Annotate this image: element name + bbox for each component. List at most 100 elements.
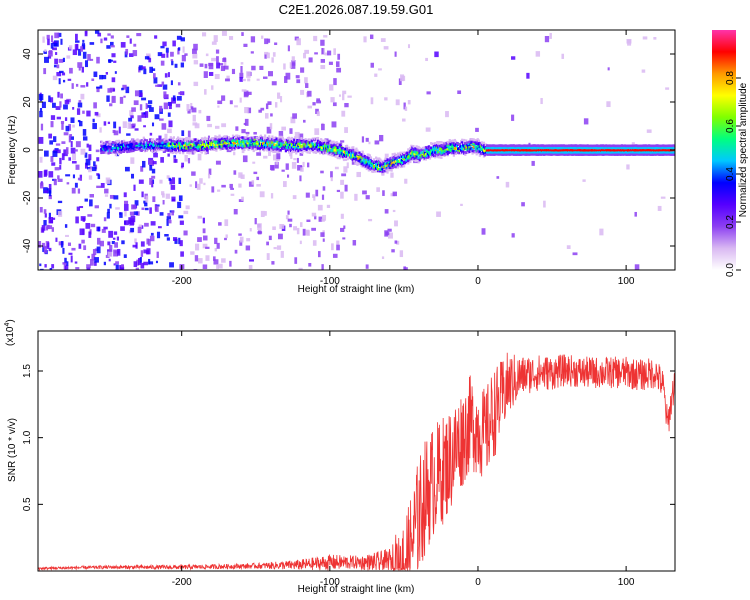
spectrogram-ridge-cell — [189, 149, 192, 152]
spectrogram-ridge-cell — [361, 161, 364, 165]
spectrogram-cell — [62, 262, 67, 265]
spectrogram-cell — [187, 158, 191, 164]
spectrogram-cell — [238, 199, 244, 202]
spectrogram-cell — [96, 87, 100, 93]
spectrogram-cell — [342, 93, 345, 101]
spectrogram-cell — [149, 177, 153, 185]
spectrogram-ridge-cell — [316, 142, 320, 145]
spectrogram-ridge-cell — [477, 147, 480, 151]
spectrogram-cell — [445, 111, 449, 118]
spectrogram-ridge-cell — [255, 136, 258, 139]
spectrogram-cell — [544, 35, 550, 43]
spectrogram-cell — [287, 45, 290, 52]
spectrogram-ridge-cell — [213, 139, 216, 143]
spectrogram-ridge-cell — [324, 139, 327, 142]
spectrogram-cell — [316, 100, 322, 104]
spectrogram-cell — [218, 63, 224, 66]
spectrogram-cell — [382, 190, 385, 196]
spectrogram-cell — [184, 53, 188, 56]
spectrogram-cell — [221, 30, 227, 36]
spectrogram-cell — [52, 102, 56, 108]
spectrogram-ridge-cell — [125, 148, 128, 152]
spectrogram-cell — [111, 77, 116, 83]
spectrogram-cell — [180, 62, 185, 68]
spectrogram-cell — [426, 91, 431, 95]
spectrogram-cell — [62, 247, 65, 254]
spectrogram-cell — [82, 39, 85, 43]
spectrogram-ridge-cell — [296, 138, 299, 142]
spectrogram-cell — [52, 217, 56, 220]
spectrogram-ridge-cell — [159, 139, 162, 143]
spectrogram-cell — [149, 160, 155, 166]
spectrogram-ridge-cell — [425, 148, 429, 152]
spectrogram-cell — [108, 59, 112, 64]
spectrogram-cell — [216, 242, 220, 249]
spectrogram-cell — [336, 244, 340, 251]
spectrogram-ridge-cell — [301, 141, 304, 144]
spectrogram-cell — [287, 210, 290, 215]
spectrogram-cell — [186, 104, 190, 111]
spectrogram-cell — [138, 65, 143, 71]
spectrogram-ridge-cell — [216, 143, 219, 147]
spectrogram-cell — [193, 81, 199, 87]
spectrogram-cell — [223, 65, 229, 70]
spectrogram-cell — [192, 114, 196, 122]
spectrogram-cell — [363, 36, 367, 43]
spectrogram-cell — [149, 66, 153, 73]
spectrogram-cell — [68, 45, 73, 50]
spectrogram-cell — [192, 122, 198, 126]
spectrogram-ridge-cell — [391, 166, 394, 169]
spectrogram-cell — [76, 108, 81, 115]
spectrogram-cell — [82, 217, 86, 222]
spectrogram-cell — [141, 97, 147, 101]
spectrogram-cell — [43, 220, 47, 226]
spectrogram-cell — [50, 121, 54, 128]
spectrogram-cell — [88, 154, 92, 161]
spectrogram-cell — [71, 247, 76, 251]
spectrogram-ridge-cell — [142, 136, 145, 140]
spectrogram-cell — [88, 231, 92, 238]
spectrogram-cell — [53, 42, 58, 47]
spectrogram-cell — [143, 68, 147, 75]
spectrogram-cell — [271, 57, 274, 63]
spectrogram-cell — [383, 46, 389, 50]
spectrogram-cell — [241, 149, 245, 154]
spectrogram-cell — [44, 190, 49, 193]
spectrogram-cell — [606, 101, 611, 108]
spectrogram-cell — [74, 182, 78, 188]
spectrogram-cell — [243, 43, 248, 47]
spectrogram-cell — [272, 52, 276, 57]
spectrogram-cell — [181, 162, 184, 168]
spectrogram-cell — [119, 266, 125, 270]
spectrogram-cell — [107, 208, 110, 214]
spectrogram-cell — [137, 115, 142, 122]
spectrogram-ridge-cell — [327, 142, 330, 146]
spectrogram-ridge-cell — [350, 152, 353, 155]
spectrogram-cell — [320, 232, 325, 237]
spectrogram-cell — [214, 73, 220, 80]
spectrogram-ridge-cell — [300, 148, 303, 152]
spectrogram-cell — [86, 267, 91, 270]
spectrogram-cell — [166, 52, 169, 58]
spectrogram-cell — [51, 227, 55, 232]
spectrogram-cell — [133, 184, 136, 191]
spectrogram-ridge-cell — [463, 138, 466, 142]
spectrogram-cell — [113, 60, 117, 63]
spectrogram-ridge-cell — [162, 143, 165, 146]
spectrogram-cell — [155, 205, 159, 212]
spectrogram-cell — [63, 149, 68, 157]
spectrogram-ridge-cell — [325, 151, 328, 155]
spectrogram-ridge-cell — [131, 143, 134, 146]
spectrogram-ridge-cell — [455, 144, 459, 148]
spectrogram-cell — [381, 256, 385, 260]
spectrogram-ridge-cell — [356, 149, 359, 153]
spectrogram-cell — [340, 179, 345, 185]
spectrogram-cell — [160, 60, 165, 66]
spectrogram-ridge-cell — [354, 162, 357, 165]
spectrogram-cell — [138, 179, 144, 184]
spectrogram-cell — [39, 156, 43, 163]
spectrogram-cell — [171, 198, 176, 202]
spectrogram-cell — [323, 35, 328, 38]
spectrogram-cell — [268, 235, 272, 241]
spectrogram-cell — [264, 53, 267, 59]
